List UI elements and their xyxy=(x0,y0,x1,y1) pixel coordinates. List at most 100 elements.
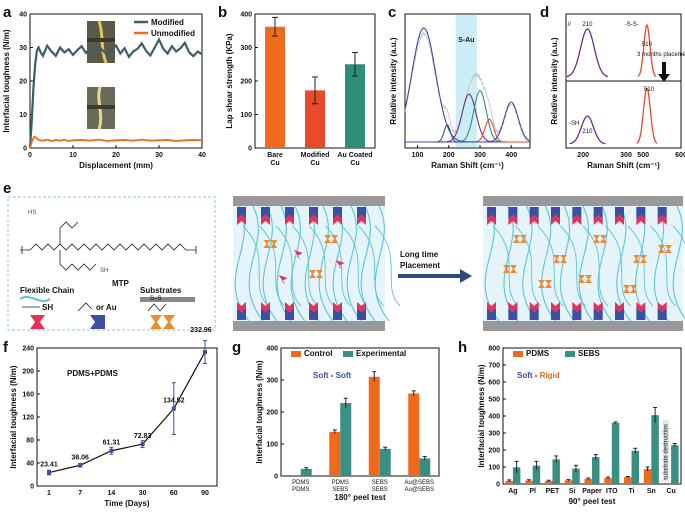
g-bar-experimental xyxy=(379,448,391,476)
placement-text-2: Placement xyxy=(400,261,440,270)
b-bar-2 xyxy=(305,90,325,148)
gold-anchor-bottom xyxy=(529,308,539,320)
thiol-anchor-bottom xyxy=(261,302,270,312)
network-chain xyxy=(248,205,264,322)
polymer-network-before xyxy=(234,205,401,322)
gold-anchor-bottom xyxy=(487,308,496,320)
flexible-chain-symbol xyxy=(19,296,51,302)
gold-anchor-top xyxy=(529,207,539,219)
h-ytick-label: 100 xyxy=(488,465,500,472)
d-xtick-label: 600 xyxy=(675,152,685,159)
g-category-label: PDMS xyxy=(292,487,309,493)
g-ytick-label: 200 xyxy=(266,410,278,417)
g-category-label: PDMS xyxy=(292,480,309,486)
h-xlabel: 90° peel test xyxy=(569,497,616,506)
b-bar-3 xyxy=(345,64,365,148)
chart-layer: 0 10 20 30 40010203040ModifiedUnmodifiedDisp… xyxy=(2,12,685,509)
gold-anchor-top xyxy=(572,207,582,219)
d-axis-break: // xyxy=(568,22,572,28)
d-arrow-shaft xyxy=(662,62,666,74)
network-chain xyxy=(492,225,519,307)
a-ylabel: Interfacial toughness (N/m) xyxy=(2,29,11,132)
f-ytick-label: 120 xyxy=(22,415,34,422)
network-chain xyxy=(672,225,685,246)
disulfide-symbol xyxy=(147,303,167,312)
h-category-label: Sn xyxy=(647,488,656,495)
thiol-anchor-bottom xyxy=(657,302,667,312)
h-ytick-label: 400 xyxy=(488,414,500,421)
disulfide-fragment xyxy=(553,255,567,263)
disulfide-fragment xyxy=(578,275,592,283)
thiol-anchor-top xyxy=(572,215,582,225)
panel-label-g: g xyxy=(232,339,241,356)
h-legend-swatch xyxy=(513,351,523,357)
network-chain xyxy=(537,225,564,307)
h-destruction-note: substrate destruction xyxy=(664,424,670,480)
c-ylabel: Relative intensity (a.u.) xyxy=(389,37,398,124)
d-top-label-ss: -S-S- xyxy=(625,22,639,28)
h-bar-sebs xyxy=(592,457,600,484)
c-peak-6 xyxy=(405,101,530,143)
b-ytick-label: 200 xyxy=(240,79,252,86)
g-legend-label: Control xyxy=(304,349,332,358)
g-category-label: Au@SEBS xyxy=(405,487,434,493)
g-category-label: SEBS xyxy=(372,480,388,486)
chart-c-frame xyxy=(404,13,531,149)
network-chain xyxy=(597,205,613,322)
f-point xyxy=(203,350,207,355)
gold-anchor-bottom xyxy=(636,308,646,320)
f-value-label: 134.52 xyxy=(163,398,185,405)
panel-label-f: f xyxy=(3,339,9,356)
disulfide-fragment xyxy=(503,265,517,273)
a-xlabel: Displacement (mm) xyxy=(79,161,153,170)
a-legend-label: Modified xyxy=(151,18,184,27)
a-ytick-label: 40 xyxy=(19,12,27,19)
thiol-fragment xyxy=(278,275,288,285)
thiol-anchor-bottom xyxy=(615,302,624,312)
thiol-anchor-top xyxy=(636,215,646,225)
d-bottom-peak-510 xyxy=(636,87,658,144)
c-xlabel: Raman Shift (cm⁻¹) xyxy=(431,161,504,170)
d-bottom-label-510: 510 xyxy=(644,87,655,93)
c-highlight-label: S-Au xyxy=(458,37,474,44)
f-point xyxy=(78,463,83,468)
au-symbol xyxy=(77,302,93,312)
h-bar-pdms xyxy=(643,469,652,484)
gold-anchor-bottom xyxy=(551,308,560,320)
flexible-chain-label: Flexible Chain xyxy=(20,286,74,295)
f-value-label: 232.96 xyxy=(190,327,212,334)
network-chain xyxy=(346,205,362,322)
h-bar-sebs xyxy=(631,450,640,484)
panel-label-b: b xyxy=(218,4,227,21)
network-chain xyxy=(242,225,269,307)
sh-label: SH xyxy=(42,303,53,312)
thiol-fragment xyxy=(335,260,345,270)
c-raw-spectrum xyxy=(404,31,530,143)
h-category-label: Cu xyxy=(666,488,675,495)
panel-label-c: c xyxy=(388,4,396,21)
h-ytick-label: 300 xyxy=(488,431,500,438)
gold-anchor-bottom xyxy=(615,308,624,320)
thiol-anchor-bottom xyxy=(551,302,560,312)
g-ytick-label: 400 xyxy=(266,346,278,353)
network-chain xyxy=(341,225,368,307)
thiol-anchor-bottom xyxy=(237,302,246,312)
a-ytick-label: 20 xyxy=(19,79,27,86)
d-top-label-510: 510 xyxy=(642,42,653,48)
or-au-label: or Au xyxy=(96,303,117,312)
network-chain xyxy=(541,205,556,322)
h-legend-swatch xyxy=(565,351,575,357)
c-xtick-label: 400 xyxy=(505,152,517,159)
f-value-label: 23.41 xyxy=(40,462,58,469)
ss-label: S–S xyxy=(150,296,161,302)
gold-anchor-top xyxy=(309,207,318,219)
h-bar-pdms xyxy=(505,480,513,484)
h-bar-sebs xyxy=(572,468,580,484)
c-xtick-label: 100 xyxy=(412,152,424,159)
g-title-part2: Soft xyxy=(336,371,352,380)
disulfide-fragment xyxy=(263,240,278,248)
f-ytick-label: 40 xyxy=(26,461,34,468)
thiol-anchor-bottom xyxy=(309,302,318,312)
d-xtick-label: 200 xyxy=(577,152,589,159)
b-ytick-label: 400 xyxy=(240,12,252,19)
